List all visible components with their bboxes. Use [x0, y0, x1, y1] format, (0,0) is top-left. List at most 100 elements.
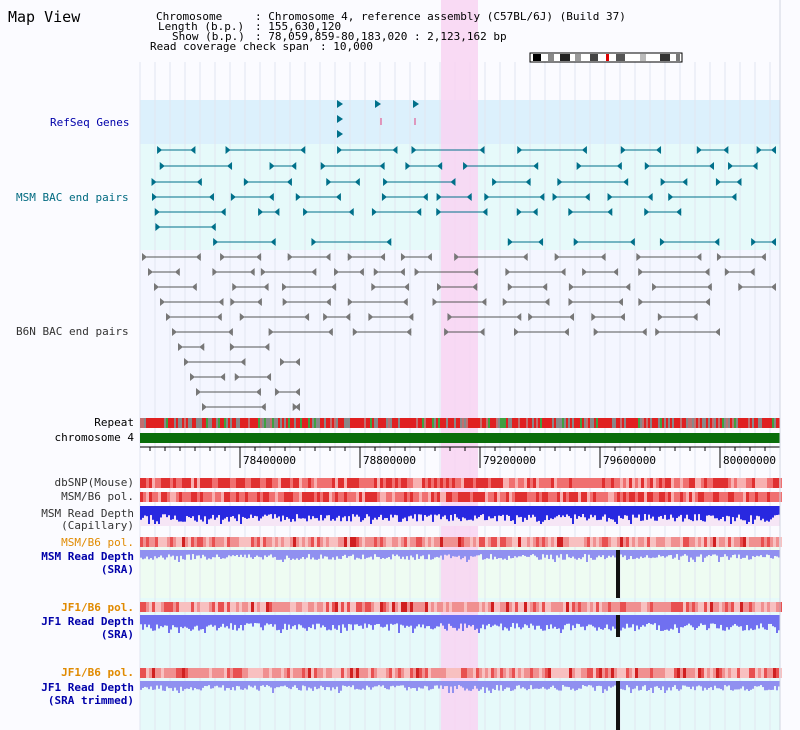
depth-bar: [758, 615, 760, 629]
depth-bar: [412, 550, 414, 558]
polymorphism-mark: [746, 602, 749, 612]
polymorphism-mark: [548, 537, 551, 547]
depth-bar: [314, 550, 316, 560]
polymorphism-mark: [359, 492, 362, 502]
msm-bac-end: [708, 162, 714, 170]
polymorphism-mark: [281, 602, 284, 612]
depth-bar: [526, 681, 528, 691]
repeat-mark: [716, 418, 718, 428]
depth-bar: [510, 550, 512, 559]
track-label-jf1-depth-trimmed[interactable]: JF1 Read Depth: [41, 681, 134, 694]
polymorphism-mark: [692, 492, 695, 502]
polymorphism-mark: [245, 668, 248, 678]
polymorphism-mark: [458, 492, 461, 502]
b6n-bac-end: [256, 298, 262, 306]
depth-bar: [460, 506, 462, 522]
depth-bar: [366, 681, 368, 686]
b6n-bac-end: [304, 313, 310, 321]
depth-bar: [720, 506, 722, 519]
repeat-mark: [506, 418, 508, 428]
track-label-msm-depth-capillary[interactable]: MSM Read Depth: [41, 507, 134, 520]
track-label-msm-b6-pol-2[interactable]: MSM/B6 pol.: [61, 536, 134, 549]
repeat-mark: [596, 418, 598, 428]
depth-bar: [774, 681, 776, 687]
depth-bar: [248, 681, 250, 686]
polymorphism-mark: [290, 668, 293, 678]
polymorphism-mark: [509, 492, 512, 502]
polymorphism-mark: [278, 537, 281, 547]
depth-bar: [756, 506, 758, 516]
depth-bar: [584, 550, 586, 555]
polymorphism-mark: [623, 668, 626, 678]
repeat-mark: [328, 418, 330, 428]
depth-bar: [550, 506, 552, 519]
depth-bar: [508, 550, 510, 556]
track-label-b6n-bac[interactable]: B6N BAC end pairs: [16, 325, 129, 338]
track-label-dbsnp[interactable]: dbSNP(Mouse): [54, 476, 134, 489]
polymorphism-mark: [146, 537, 149, 547]
track-label-refseq[interactable]: RefSeq Genes: [50, 116, 130, 129]
polymorphism-mark: [464, 668, 467, 678]
depth-bar: [650, 550, 652, 559]
track-label-jf1-depth-sra[interactable]: JF1 Read Depth: [41, 615, 134, 628]
depth-bar: [702, 506, 704, 522]
repeat-mark: [550, 418, 552, 428]
msm-bac-end: [714, 238, 720, 246]
polymorphism-mark: [416, 537, 419, 547]
depth-bar: [626, 506, 628, 516]
polymorphism-mark: [272, 537, 275, 547]
depth-bar: [250, 615, 252, 624]
depth-bar: [274, 506, 276, 515]
repeat-mark: [252, 418, 254, 428]
depth-bar: [524, 615, 526, 625]
track-label-jf1-b6-pol[interactable]: JF1/B6 pol.: [61, 601, 134, 614]
repeat-mark: [360, 418, 362, 428]
depth-bar: [216, 681, 218, 686]
polymorphism-mark: [431, 537, 434, 547]
polymorphism-mark: [326, 492, 329, 502]
depth-bar: [416, 615, 418, 627]
track-label-chromosome[interactable]: chromosome 4: [54, 431, 134, 444]
polymorphism-mark: [641, 492, 644, 502]
depth-bar: [438, 615, 440, 627]
depth-bar: [186, 681, 188, 689]
polymorphism-mark: [338, 537, 341, 547]
polymorphism-mark: [734, 602, 737, 612]
depth-bar: [204, 681, 206, 686]
track-label-msm-bac[interactable]: MSM BAC end pairs: [16, 191, 129, 204]
depth-bar: [778, 550, 780, 558]
track-label-msm-depth-sra[interactable]: MSM Read Depth: [41, 550, 134, 563]
polymorphism-mark: [443, 668, 446, 678]
polymorphism-mark: [641, 537, 644, 547]
track-label-repeat[interactable]: Repeat: [94, 416, 134, 429]
polymorphism-mark: [545, 478, 548, 488]
polymorphism-mark: [566, 478, 569, 488]
depth-bar: [690, 550, 692, 558]
track-label-jf1-b6-pol-2[interactable]: JF1/B6 pol.: [61, 666, 134, 679]
repeat-mark: [508, 418, 510, 428]
polymorphism-mark: [452, 537, 455, 547]
polymorphism-mark: [305, 537, 308, 547]
depth-bar: [306, 615, 308, 631]
depth-bar: [362, 550, 364, 555]
depth-bar: [412, 615, 414, 633]
polymorphism-mark: [488, 537, 491, 547]
depth-bar: [386, 506, 388, 519]
depth-bar: [334, 615, 336, 629]
repeat-mark: [154, 418, 156, 428]
depth-bar: [274, 550, 276, 557]
polymorphism-mark: [296, 478, 299, 488]
track-label-msm-b6-pol[interactable]: MSM/B6 pol.: [61, 490, 134, 503]
polymorphism-mark: [578, 492, 581, 502]
polymorphism-mark: [416, 668, 419, 678]
polymorphism-mark: [419, 602, 422, 612]
depth-bar: [602, 615, 604, 630]
polymorphism-mark: [434, 492, 437, 502]
depth-bar: [336, 550, 338, 557]
polymorphism-mark: [293, 492, 296, 502]
polymorphism-mark: [449, 492, 452, 502]
repeat-mark: [638, 418, 640, 428]
polymorphism-mark: [602, 478, 605, 488]
depth-bar: [686, 681, 688, 687]
